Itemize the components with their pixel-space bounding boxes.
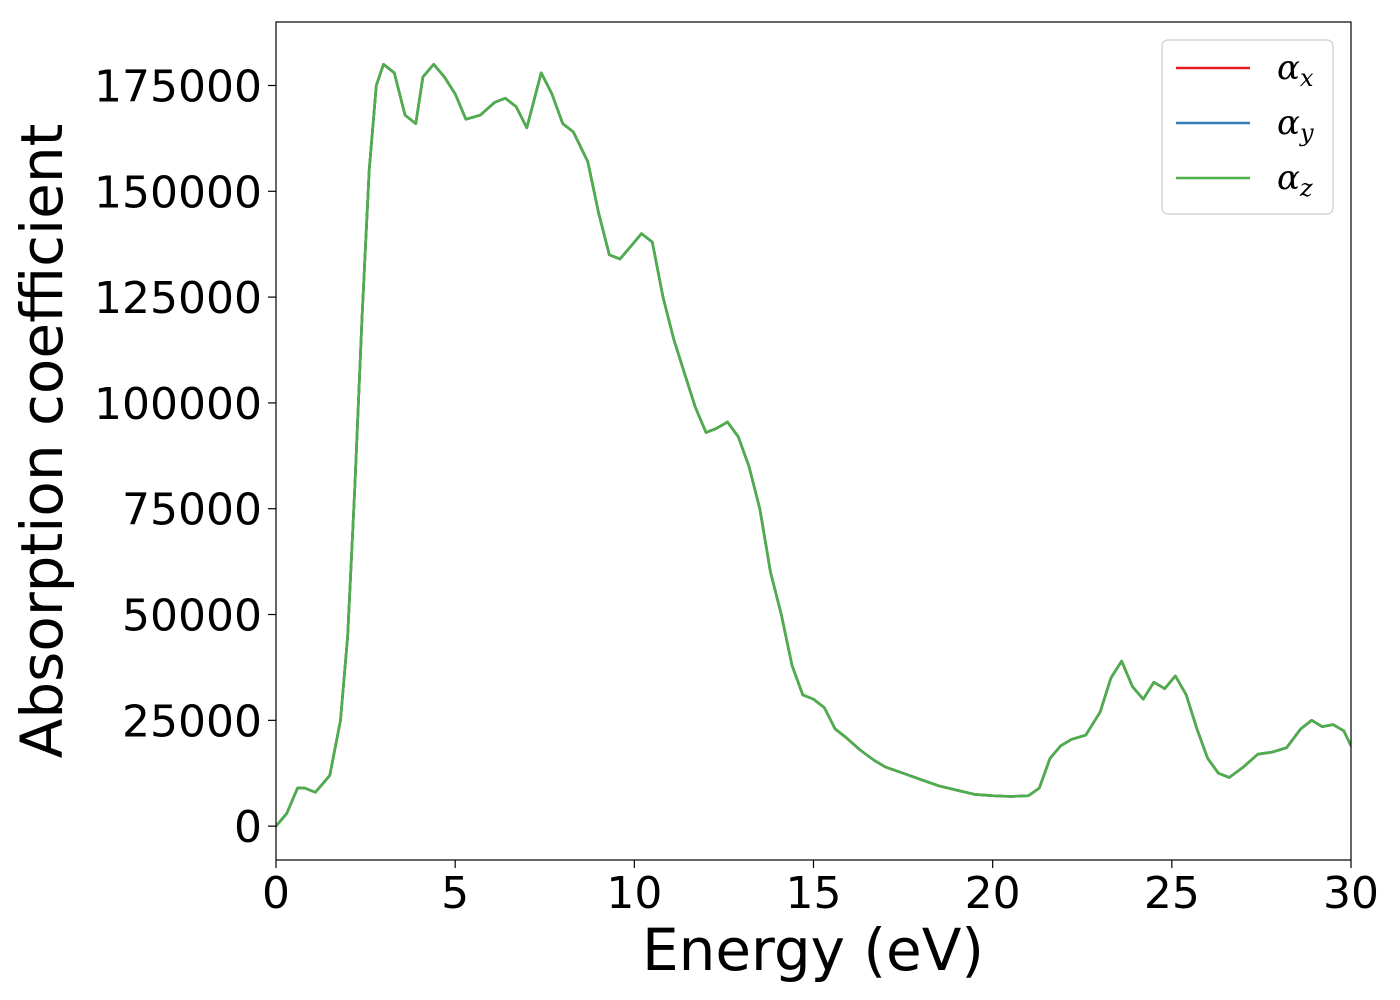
x-axis-title: Energy (eV) bbox=[642, 916, 984, 984]
y-tick-label: 100000 bbox=[94, 379, 262, 430]
legend-box bbox=[1161, 39, 1334, 215]
x-tick-label: 10 bbox=[606, 868, 662, 919]
series-line-z bbox=[276, 63, 1351, 828]
y-tick-label: 50000 bbox=[122, 591, 262, 642]
legend-label-y: αy bbox=[1277, 103, 1314, 147]
y-tick-label: 150000 bbox=[94, 167, 262, 218]
y-tick-label: 25000 bbox=[122, 696, 262, 747]
y-axis: 0 25000 50000 75000 100000 125000 150000 175000 bbox=[94, 61, 276, 853]
x-tick-label: 30 bbox=[1323, 868, 1379, 919]
legend: αx αy αz bbox=[1161, 39, 1334, 215]
series-layer bbox=[276, 63, 1351, 828]
y-tick-label: 175000 bbox=[94, 61, 262, 112]
legend-label-x: αx bbox=[1277, 48, 1314, 92]
y-tick-label: 125000 bbox=[94, 273, 262, 324]
x-tick-label: 25 bbox=[1144, 868, 1200, 919]
y-tick-label: 75000 bbox=[122, 485, 262, 536]
x-tick-label: 20 bbox=[965, 868, 1021, 919]
y-axis-title: Absorption coefficient bbox=[8, 124, 76, 759]
x-tick-label: 0 bbox=[262, 868, 290, 919]
legend-label-z: αz bbox=[1277, 158, 1313, 202]
x-tick-label: 5 bbox=[441, 868, 469, 919]
y-tick-label: 0 bbox=[234, 802, 262, 853]
x-axis: 0 5 10 15 20 25 30 bbox=[262, 860, 1379, 919]
x-tick-label: 15 bbox=[786, 868, 842, 919]
